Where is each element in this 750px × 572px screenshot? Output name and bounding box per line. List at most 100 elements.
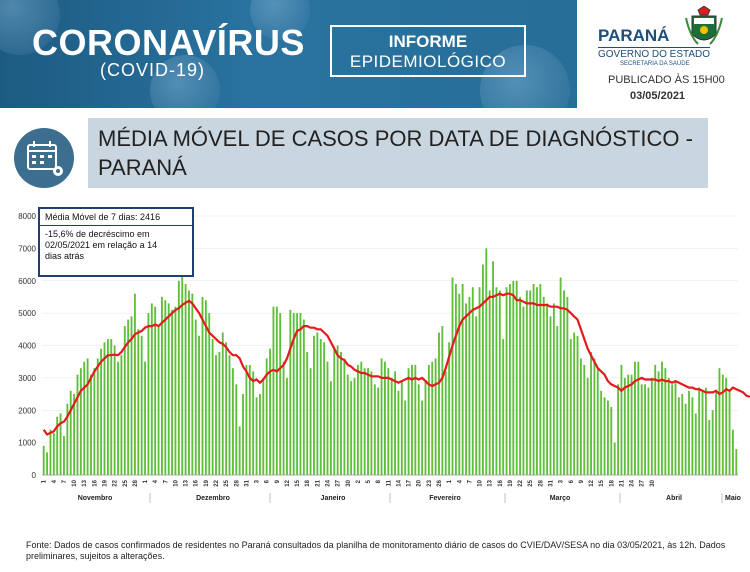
published-date: 03/05/2021 xyxy=(630,90,686,102)
x-tick-label: 10 xyxy=(174,479,180,486)
daily-cases-bar xyxy=(532,283,535,475)
month-label: Maio xyxy=(725,495,741,502)
daily-cases-bar xyxy=(147,313,150,475)
daily-cases-bar xyxy=(150,303,153,475)
daily-cases-bar xyxy=(725,377,728,475)
x-tick-label: 28 xyxy=(133,479,139,486)
moving-average-line xyxy=(42,292,750,436)
daily-cases-bar xyxy=(431,361,434,475)
month-label: Março xyxy=(550,495,571,502)
daily-cases-bar xyxy=(715,390,717,475)
daily-cases-bar xyxy=(721,374,724,475)
x-tick-label: 13 xyxy=(184,479,190,486)
government-name: GOVERNO DO ESTADO xyxy=(598,47,711,60)
x-tick-label: 15 xyxy=(599,479,605,486)
daily-cases-bar xyxy=(620,364,623,475)
x-tick-label: 28 xyxy=(538,479,544,486)
daily-cases-bar xyxy=(563,290,565,475)
daily-cases-bar xyxy=(569,339,572,475)
x-tick-label: 19 xyxy=(508,479,514,486)
daily-cases-bar xyxy=(644,384,647,475)
y-tick-label: 5000 xyxy=(18,309,36,318)
daily-cases-bar xyxy=(657,371,660,475)
x-tick-label: 7 xyxy=(467,479,473,483)
daily-cases-bar xyxy=(667,377,670,475)
daily-cases-bar xyxy=(59,413,62,475)
secretariat-name: SECRETARIA DA SAÚDE xyxy=(620,61,690,67)
x-tick-label: 25 xyxy=(528,479,534,486)
daily-cases-bar xyxy=(275,306,278,475)
daily-cases-bar xyxy=(204,300,207,475)
daily-cases-bar xyxy=(127,319,130,475)
daily-cases-bar xyxy=(711,410,714,475)
daily-cases-bar xyxy=(215,355,217,475)
daily-cases-bar xyxy=(434,358,437,475)
x-tick-label: 25 xyxy=(224,479,230,486)
daily-cases-bar xyxy=(194,319,197,475)
daily-cases-bar xyxy=(79,368,82,475)
daily-cases-bar xyxy=(255,397,258,475)
daily-cases-bar xyxy=(677,397,680,475)
daily-cases-bar xyxy=(262,377,265,475)
daily-cases-bar xyxy=(623,377,626,475)
daily-cases-bar xyxy=(211,339,214,475)
daily-cases-bar xyxy=(603,397,606,475)
x-tick-label: 16 xyxy=(498,479,504,486)
daily-cases-bar xyxy=(208,313,211,475)
daily-cases-bar xyxy=(593,358,596,475)
x-tick-label: 7 xyxy=(62,479,68,483)
daily-cases-bar xyxy=(198,335,201,475)
x-tick-label: 19 xyxy=(204,479,210,486)
daily-cases-bar xyxy=(637,361,640,475)
daily-cases-bar xyxy=(306,351,309,475)
x-tick-label: 12 xyxy=(589,479,595,486)
month-label: Fevereiro xyxy=(429,495,461,502)
daily-cases-bar xyxy=(485,248,488,475)
daily-cases-bar xyxy=(664,368,667,475)
report-label-line1: INFORME xyxy=(388,32,468,51)
daily-cases-bar xyxy=(272,306,275,475)
daily-cases-bar xyxy=(468,296,471,475)
daily-cases-bar xyxy=(133,293,136,475)
daily-cases-bar xyxy=(404,400,407,475)
x-tick-label: 9 xyxy=(275,479,281,483)
daily-cases-bar xyxy=(346,374,349,475)
daily-cases-bar xyxy=(465,303,467,475)
daily-cases-bar xyxy=(671,384,674,475)
daily-cases-bar xyxy=(681,394,684,475)
daily-cases-bar xyxy=(181,264,184,475)
daily-cases-bar xyxy=(691,397,694,475)
daily-cases-bar xyxy=(248,364,251,475)
daily-cases-bar xyxy=(316,332,319,475)
daily-cases-bar xyxy=(654,364,657,475)
daily-cases-bar xyxy=(441,326,444,475)
daily-cases-bar xyxy=(363,368,366,475)
daily-cases-bar xyxy=(188,290,190,475)
daily-cases-bar xyxy=(164,300,167,475)
daily-cases-bar xyxy=(495,287,498,475)
daily-cases-bar xyxy=(377,387,380,475)
x-tick-label: 15 xyxy=(295,479,301,486)
banner-subtitle: (COVID-19) xyxy=(100,60,206,80)
x-tick-label: 4 xyxy=(153,479,159,483)
daily-cases-bar xyxy=(590,351,592,475)
daily-cases-bar xyxy=(407,368,410,475)
daily-cases-bar xyxy=(329,381,332,475)
daily-cases-bar xyxy=(546,303,549,475)
daily-cases-bar xyxy=(245,364,248,475)
daily-cases-bar xyxy=(279,313,282,475)
daily-cases-bar xyxy=(319,339,322,475)
daily-cases-bar xyxy=(106,339,109,475)
daily-cases-bar xyxy=(201,296,204,475)
daily-cases-bar xyxy=(117,361,119,475)
daily-cases-bar xyxy=(688,390,690,475)
x-tick-label: 18 xyxy=(305,479,311,486)
daily-cases-bar xyxy=(323,342,326,475)
x-tick-label: 28 xyxy=(234,479,240,486)
section-title: MÉDIA MÓVEL DE CASOS POR DATA DE DIAGNÓS… xyxy=(98,126,693,180)
daily-cases-bar xyxy=(333,348,336,475)
y-tick-label: 1000 xyxy=(18,439,36,448)
daily-cases-bar xyxy=(454,283,457,475)
daily-cases-bar xyxy=(492,261,494,475)
daily-cases-bar xyxy=(640,384,643,475)
